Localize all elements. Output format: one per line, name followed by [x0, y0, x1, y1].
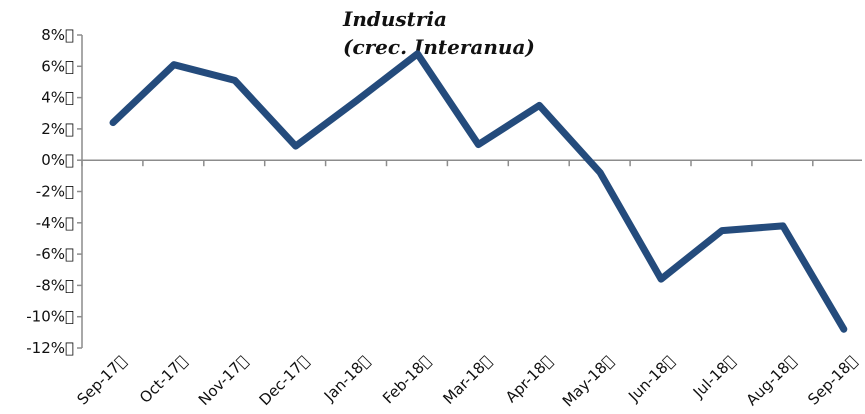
x-ticks: Sep-17  Oct-17  Nov-17  Dec-17  Jan-18  Feb-1…	[73, 160, 861, 410]
chart-title: Industria	[342, 7, 447, 31]
y-tick-label: -2% 	[36, 183, 74, 201]
x-tick-label: Aug-18 	[743, 352, 800, 409]
y-ticks: 8%  6%  4%  2%  0%  -2%  -4%  -6%  -8%  -10%  -12%…	[26, 26, 82, 357]
y-tick-label: -6% 	[36, 245, 74, 263]
x-tick-label: Jul-18 	[689, 352, 739, 402]
y-tick-label: 6% 	[41, 57, 74, 75]
y-tick-label: -12% 	[26, 339, 74, 357]
y-tick-label: -8% 	[36, 276, 74, 294]
x-tick-label: May-18 	[559, 352, 617, 410]
y-tick-label: 2% 	[41, 120, 74, 138]
x-tick-label: Dec-17 	[256, 352, 313, 409]
chart-title-group: Industria (crec. Interanua)	[342, 7, 535, 59]
x-tick-label: Sep-17 	[73, 352, 129, 408]
chart-subtitle: (crec. Interanua)	[343, 35, 535, 59]
x-tick-label: Jun-18 	[624, 352, 678, 406]
x-tick-label: Mar-18 	[439, 352, 495, 408]
x-tick-label: Apr-18 	[502, 352, 556, 406]
series-line	[109, 50, 848, 333]
x-tick-label: Oct-17 	[136, 352, 191, 407]
x-tick-label: Jan-18 	[320, 352, 373, 405]
y-tick-label: -4% 	[36, 214, 74, 232]
x-tick-label: Feb-18 	[379, 352, 434, 407]
y-tick-label: -10% 	[26, 308, 74, 326]
y-tick-label: 4% 	[41, 89, 74, 107]
y-tick-label: 0% 	[41, 151, 74, 169]
y-tick-label: 8% 	[41, 26, 74, 44]
x-tick-label: Nov-17 	[195, 352, 252, 409]
x-tick-label: Sep-18 	[804, 352, 860, 408]
